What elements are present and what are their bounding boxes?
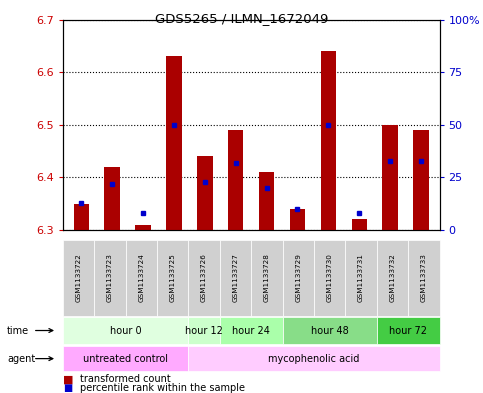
Text: time: time [7,325,29,336]
Text: hour 24: hour 24 [232,325,270,336]
Text: hour 48: hour 48 [311,325,349,336]
Text: GSM1133730: GSM1133730 [327,253,333,303]
Text: GSM1133726: GSM1133726 [201,253,207,303]
Text: GSM1133725: GSM1133725 [170,253,176,303]
Bar [352,219,367,230]
Bar [104,167,120,230]
Text: GSM1133722: GSM1133722 [75,253,82,303]
Text: GSM1133731: GSM1133731 [358,253,364,303]
Text: GSM1133728: GSM1133728 [264,253,270,303]
Bar [135,225,151,230]
Text: hour 12: hour 12 [185,325,223,336]
Bar [73,204,89,230]
Bar [197,156,213,230]
Text: GSM1133732: GSM1133732 [389,253,396,303]
Text: ■: ■ [63,383,72,393]
Bar [413,130,429,230]
Text: hour 0: hour 0 [110,325,142,336]
Text: GSM1133729: GSM1133729 [295,253,301,303]
Text: GSM1133727: GSM1133727 [232,253,239,303]
Text: agent: agent [7,354,35,364]
Text: untreated control: untreated control [83,354,168,364]
Bar [290,209,305,230]
Text: hour 72: hour 72 [389,325,427,336]
Text: percentile rank within the sample: percentile rank within the sample [80,383,245,393]
Bar [259,172,274,230]
Text: transformed count: transformed count [80,374,170,384]
Text: GSM1133724: GSM1133724 [138,253,144,303]
Text: GSM1133723: GSM1133723 [107,253,113,303]
Text: ■: ■ [63,374,73,384]
Bar [383,125,398,230]
Bar [321,51,336,230]
Bar [228,130,243,230]
Text: mycophenolic acid: mycophenolic acid [268,354,360,364]
Text: GSM1133733: GSM1133733 [421,253,427,303]
Text: GDS5265 / ILMN_1672049: GDS5265 / ILMN_1672049 [155,12,328,25]
Bar [166,57,182,230]
